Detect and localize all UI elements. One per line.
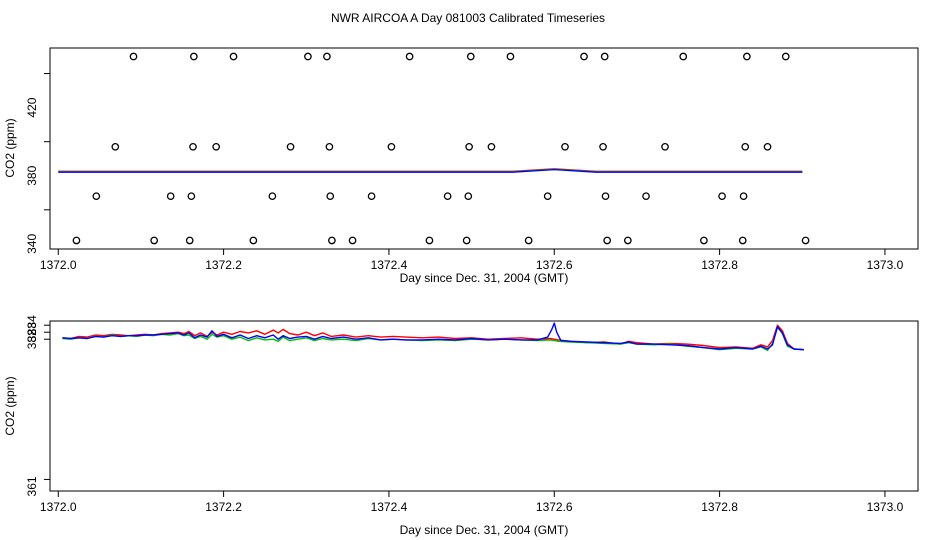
calibration-point — [642, 192, 650, 201]
calibration-point — [741, 142, 750, 151]
calibration-point — [92, 192, 101, 201]
top-series-line-blue — [58, 168, 803, 173]
top-x-tick-label: 1372.8 — [701, 258, 738, 272]
calibration-point — [111, 142, 120, 151]
bottom-y-tick-label: 382 — [25, 329, 39, 349]
bottom-x-axis-label: Day since Dec. 31, 2004 (GMT) — [400, 523, 569, 537]
calibration-point — [487, 142, 496, 151]
top-series-line-green — [58, 168, 803, 173]
calibration-point — [506, 52, 515, 61]
calibration-point — [405, 52, 414, 61]
calibration-point — [187, 192, 196, 201]
calibration-point — [743, 52, 751, 61]
calibration-point — [600, 52, 609, 61]
calibration-point — [718, 192, 726, 201]
calibration-point — [325, 142, 334, 151]
calibration-point — [323, 52, 331, 61]
calibration-point — [443, 192, 452, 201]
calibration-point — [738, 236, 747, 245]
calibration-point — [150, 236, 159, 245]
calibration-point — [425, 236, 434, 245]
bottom-y-tick-label: 384 — [25, 315, 39, 335]
calibration-point — [580, 52, 588, 61]
bottom-panel: 1372.0 1372.2 1372.4 1372.6 1372.8 1373.0 361 3… — [3, 315, 919, 537]
calibration-point — [601, 192, 610, 201]
top-y-tick-label: 420 — [25, 97, 39, 117]
calibration-point — [801, 236, 810, 245]
bottom-x-tick-label: 1373.0 — [867, 500, 904, 514]
calibration-point — [304, 52, 312, 61]
bottom-series-line-blue — [62, 322, 804, 351]
calibration-point — [326, 192, 335, 201]
top-x-tick-label: 1372.0 — [40, 258, 77, 272]
bottom-y-tick-label: 361 — [25, 476, 39, 496]
calibration-point — [524, 236, 533, 245]
calibration-point — [603, 236, 612, 245]
top-y-tick-label: 340 — [25, 234, 39, 254]
calibration-point — [249, 236, 258, 245]
calibration-point — [212, 142, 221, 151]
calibration-point — [781, 52, 790, 61]
calibration-point — [268, 192, 277, 201]
chart-title: NWR AIRCOA A Day 081003 Calibrated Times… — [331, 11, 605, 25]
calibration-point — [700, 236, 708, 245]
top-x-tick-label: 1373.0 — [867, 258, 904, 272]
calibration-point — [387, 142, 396, 151]
calibration-point — [348, 236, 357, 245]
calibration-point — [465, 142, 473, 151]
bottom-x-tick-label: 1372.0 — [40, 500, 77, 514]
top-x-tick-label: 1372.2 — [205, 258, 242, 272]
calibration-point — [328, 236, 336, 245]
calibration-point — [661, 142, 669, 151]
calibration-point — [72, 236, 81, 245]
calibration-point — [189, 52, 198, 61]
bottom-x-tick-label: 1372.2 — [205, 500, 242, 514]
bottom-y-tick-label: 383 — [25, 322, 39, 342]
top-x-tick-label: 1372.6 — [536, 258, 573, 272]
calibration-point — [166, 192, 175, 201]
calibration-point — [466, 52, 475, 61]
bottom-plot-frame — [49, 320, 919, 492]
calibration-point — [286, 142, 295, 151]
top-plot-frame — [49, 47, 919, 250]
bottom-y-axis-label: CO2 (ppm) — [3, 376, 17, 435]
calibration-point — [679, 52, 688, 61]
bottom-x-tick-label: 1372.8 — [701, 500, 738, 514]
calibration-point — [367, 192, 376, 201]
calibration-point — [129, 52, 138, 61]
calibration-point — [543, 192, 552, 201]
calibration-point — [185, 236, 194, 245]
top-panel: 1372.0 1372.2 1372.4 1372.6 1372.8 1373.0 340 3… — [3, 47, 919, 285]
calibration-point — [599, 142, 607, 151]
calibration-point — [229, 52, 238, 61]
top-x-tick-label: 1372.4 — [371, 258, 408, 272]
top-series-line-red — [58, 168, 803, 172]
calibration-point — [189, 142, 197, 151]
top-y-axis-label: CO2 (ppm) — [3, 118, 17, 177]
calibration-point — [739, 192, 748, 201]
calibration-point — [763, 142, 772, 151]
top-x-axis-label: Day since Dec. 31, 2004 (GMT) — [400, 271, 569, 285]
bottom-x-tick-label: 1372.6 — [536, 500, 573, 514]
top-y-tick-label: 380 — [25, 165, 39, 185]
calibration-point — [462, 236, 471, 245]
calibration-point — [623, 236, 632, 245]
bottom-x-tick-label: 1372.4 — [371, 500, 408, 514]
calibration-point — [561, 142, 569, 151]
calibration-point — [464, 192, 473, 201]
